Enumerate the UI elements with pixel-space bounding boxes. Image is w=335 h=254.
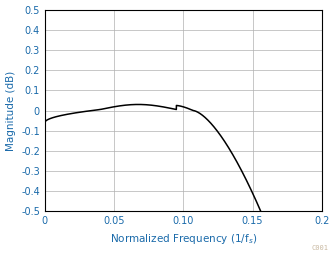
X-axis label: Normalized Frequency (1/f$_s$): Normalized Frequency (1/f$_s$) <box>110 232 257 246</box>
Text: C001: C001 <box>311 245 328 251</box>
Y-axis label: Magnitude (dB): Magnitude (dB) <box>6 70 15 151</box>
